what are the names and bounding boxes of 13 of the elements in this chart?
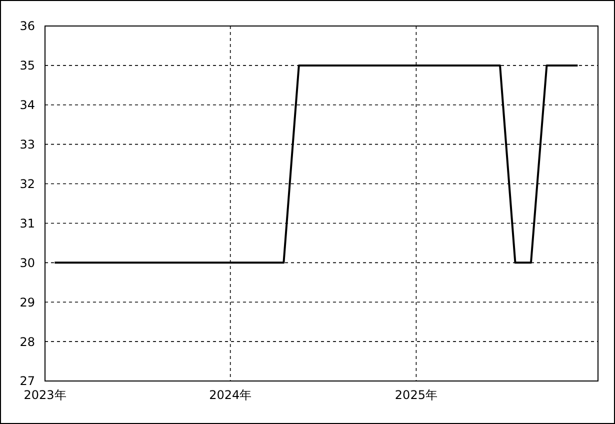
y-tick-label: 33: [20, 138, 35, 152]
y-tick-label: 31: [20, 216, 35, 230]
y-tick-label: 30: [20, 256, 35, 270]
y-tick-label: 28: [20, 334, 35, 349]
y-tick-label: 36: [20, 19, 35, 34]
y-tick-label: 34: [20, 98, 35, 112]
y-tick-label: 29: [20, 295, 35, 310]
x-tick-label: 2025年: [394, 388, 438, 402]
y-tick-label: 35: [20, 58, 35, 73]
x-tick-label: 2023年: [24, 388, 66, 402]
y-tick-label: 32: [20, 176, 35, 191]
y-tick-label: 27: [20, 374, 35, 388]
x-tick-label: 2024年: [209, 388, 252, 402]
